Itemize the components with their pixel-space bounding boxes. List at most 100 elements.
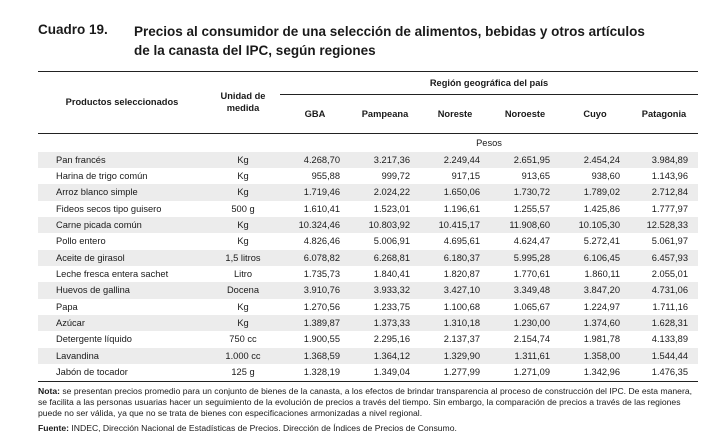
price-cell: 4.624,47 — [513, 236, 550, 247]
price-cell: 10.803,92 — [350, 216, 420, 234]
price-cell: 955,88 — [311, 171, 340, 182]
price-cell: 2.154,74 — [513, 334, 550, 345]
price-cell: 6.268,81 — [350, 249, 420, 266]
table-row: Pollo entero Kg 4.826,46 5.006,91 4.695,61 4.… — [38, 233, 698, 249]
price-cell: 11.908,60 — [490, 216, 560, 234]
price-cell: 1.900,55 — [303, 334, 340, 345]
price-cell: 1.224,97 — [583, 301, 620, 312]
table-row: Huevos de gallina Docena 3.910,76 3.933,32 3… — [38, 282, 698, 299]
price-cell: 1.196,61 — [443, 203, 480, 214]
price-cell: 1.770,61 — [513, 269, 550, 280]
price-cell: 10.415,17 — [420, 216, 490, 234]
product-unit: Kg — [206, 184, 280, 201]
price-cell: 10.324,46 — [280, 216, 350, 234]
table-row: Harina de trigo común Kg 955,88 999,72 917,1… — [38, 168, 698, 184]
price-cell: 3.217,36 — [350, 151, 420, 168]
table-title: Precios al consumidor de una selección d… — [134, 22, 674, 60]
price-cell: 1.820,87 — [443, 269, 480, 280]
price-cell: 1.310,18 — [420, 314, 490, 332]
price-cell: 2.137,37 — [443, 334, 480, 345]
price-cell: 1.628,31 — [630, 314, 698, 332]
price-cell: 2.055,01 — [651, 269, 688, 280]
table-row: Aceite de girasol 1,5 litros 6.078,82 6.268… — [38, 249, 698, 266]
price-cell: 1.777,97 — [651, 203, 688, 214]
price-cell: 1.610,41 — [303, 203, 340, 214]
price-cell: 938,60 — [591, 171, 620, 182]
price-cell: 2.024,22 — [350, 184, 420, 201]
header-region-col: Cuyo — [583, 108, 607, 119]
table-row: Azúcar Kg 1.389,87 1.373,33 1.310,18 1.230,00… — [38, 314, 698, 332]
product-unit: Kg — [237, 236, 249, 247]
header-region-col: Pampeana — [361, 108, 409, 119]
price-cell: 1.143,96 — [651, 171, 688, 182]
price-cell: 6.078,82 — [280, 249, 350, 266]
header-region-col: GBA — [304, 108, 326, 119]
price-cell: 1.230,00 — [490, 314, 560, 332]
table-row: Leche fresca entera sachet Litro 1.735,73 1… — [38, 266, 698, 282]
table-row: Jabón de tocador 125 g 1.328,19 1.349,04 1.2… — [38, 364, 698, 380]
product-unit: Docena — [206, 282, 280, 299]
price-cell: 1.358,00 — [560, 347, 630, 364]
price-cell: 1.364,12 — [350, 347, 420, 364]
price-cell: 1.650,06 — [420, 184, 490, 201]
table-title-line-1: Precios al consumidor de una selección d… — [134, 24, 645, 39]
price-cell: 6.457,93 — [630, 249, 698, 266]
price-cell: 1.389,87 — [280, 314, 350, 332]
price-cell: 2.454,24 — [560, 151, 630, 168]
price-cell: 5.995,28 — [490, 249, 560, 266]
price-cell: 1.981,78 — [583, 334, 620, 345]
price-cell: 3.427,10 — [420, 282, 490, 299]
table-row: Lavandina 1.000 cc 1.368,59 1.364,12 1.329,9… — [38, 347, 698, 364]
product-name: Lavandina — [38, 347, 206, 364]
price-cell: 1.065,67 — [513, 301, 550, 312]
price-cell: 2.712,84 — [630, 184, 698, 201]
header-region-col: Noroeste — [504, 108, 546, 119]
product-name: Huevos de gallina — [38, 282, 206, 299]
product-name: Pan francés — [38, 151, 206, 168]
price-cell: 1.730,72 — [490, 184, 560, 201]
header-region-col: Patagonia — [641, 108, 687, 119]
note-paragraph: Nota: se presentan precios promedio para… — [38, 386, 692, 419]
price-cell: 1.374,60 — [560, 314, 630, 332]
price-cell: 1.544,44 — [630, 347, 698, 364]
price-cell: 3.349,48 — [490, 282, 560, 299]
region-columns: GBA Pampeana Noreste Noroeste Cuyo Patagonia — [38, 94, 698, 133]
table-top-rule — [38, 71, 698, 72]
product-unit: Litro — [233, 269, 253, 280]
price-cell: 3.933,32 — [350, 282, 420, 299]
header-unit: Unidad de medida — [220, 91, 266, 114]
price-cell: 1.349,04 — [373, 367, 410, 378]
source-paragraph: Fuente: INDEC, Dirección Nacional de Est… — [38, 422, 457, 433]
product-name: Harina de trigo común — [56, 171, 148, 182]
product-name: Detergente líquido — [56, 334, 132, 345]
price-cell: 3.847,20 — [560, 282, 630, 299]
price-cell: 1.373,33 — [350, 314, 420, 332]
table-row: Fideos secos tipo guisero 500 g 1.610,41 1.… — [38, 201, 698, 217]
header-products: Productos seleccionados — [65, 97, 179, 108]
price-cell: 917,15 — [451, 171, 480, 182]
price-cell: 1.860,11 — [584, 269, 621, 280]
table-notes: Nota: se presentan precios promedio para… — [38, 386, 698, 434]
price-cell: 1.328,19 — [303, 367, 340, 378]
table-number: Cuadro 19. — [38, 22, 108, 37]
product-name: Azúcar — [38, 314, 206, 332]
price-cell: 1.735,73 — [303, 269, 340, 280]
product-name: Aceite de girasol — [38, 249, 206, 266]
price-cell: 4.268,70 — [280, 151, 350, 168]
product-unit: 500 g — [231, 203, 255, 214]
price-cell: 1.233,75 — [373, 301, 410, 312]
table-row: Pan francés Kg 4.268,70 3.217,36 2.249,44 2.6… — [38, 151, 698, 168]
product-unit: 1,5 litros — [206, 249, 280, 266]
price-cell: 1.329,90 — [420, 347, 490, 364]
price-cell: 1.270,56 — [303, 301, 340, 312]
price-cell: 2.651,95 — [490, 151, 560, 168]
product-unit: Kg — [206, 216, 280, 234]
price-cell: 1.476,35 — [651, 367, 688, 378]
table-body: Pan francés Kg 4.268,70 3.217,36 2.249,44 2.6… — [38, 151, 698, 381]
price-cell: 5.272,41 — [583, 236, 620, 247]
price-cell: 6.106,45 — [560, 249, 630, 266]
product-unit: 750 cc — [229, 334, 257, 345]
price-cell: 1.368,59 — [280, 347, 350, 364]
table-row: Arroz blanco simple Kg 1.719,46 2.024,22 1.6… — [38, 184, 698, 201]
price-cell: 5.006,91 — [373, 236, 410, 247]
